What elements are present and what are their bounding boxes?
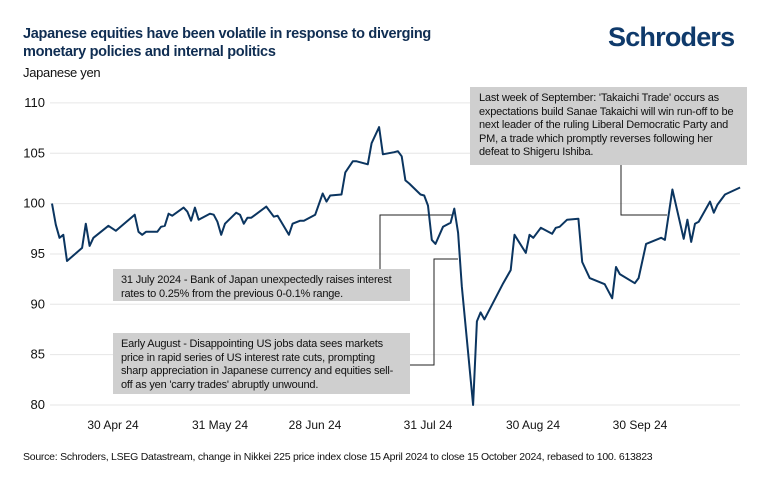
y-tick-label: 100 (23, 196, 45, 211)
annotation-us-jobs: Early August - Disappointing US jobs dat… (113, 333, 410, 394)
x-tick-label: 30 Sep 24 (613, 418, 668, 432)
y-tick-label: 80 (31, 397, 45, 412)
source-note: Source: Schroders, LSEG Datastream, chan… (23, 451, 653, 463)
y-axis-unit-label: Japanese yen (23, 65, 101, 80)
nikkei-series-line (51, 126, 741, 406)
y-tick-label: 85 (31, 347, 45, 362)
x-tick-label: 30 Apr 24 (87, 418, 139, 432)
y-tick-label: 110 (24, 95, 45, 110)
x-tick-label: 28 Jun 24 (289, 418, 342, 432)
x-tick-label: 30 Aug 24 (506, 418, 560, 432)
annotation-leader-line (410, 258, 458, 366)
annotation-leader-line (379, 214, 452, 270)
x-tick-label: 31 May 24 (192, 418, 248, 432)
x-tick-label: 31 Jul 24 (404, 418, 453, 432)
annotation-leader-line (620, 165, 667, 216)
annotation-takaichi: Last week of September: 'Takaichi Trade'… (470, 87, 747, 165)
y-tick-label: 95 (31, 246, 45, 261)
chart-title: Japanese equities have been volatile in … (23, 26, 431, 60)
annotation-boj: 31 July 2024 - Bank of Japan unexpectedl… (113, 269, 410, 301)
y-tick-label: 105 (23, 145, 45, 160)
schroders-logo: Schroders (608, 22, 735, 52)
y-tick-label: 90 (31, 296, 45, 311)
